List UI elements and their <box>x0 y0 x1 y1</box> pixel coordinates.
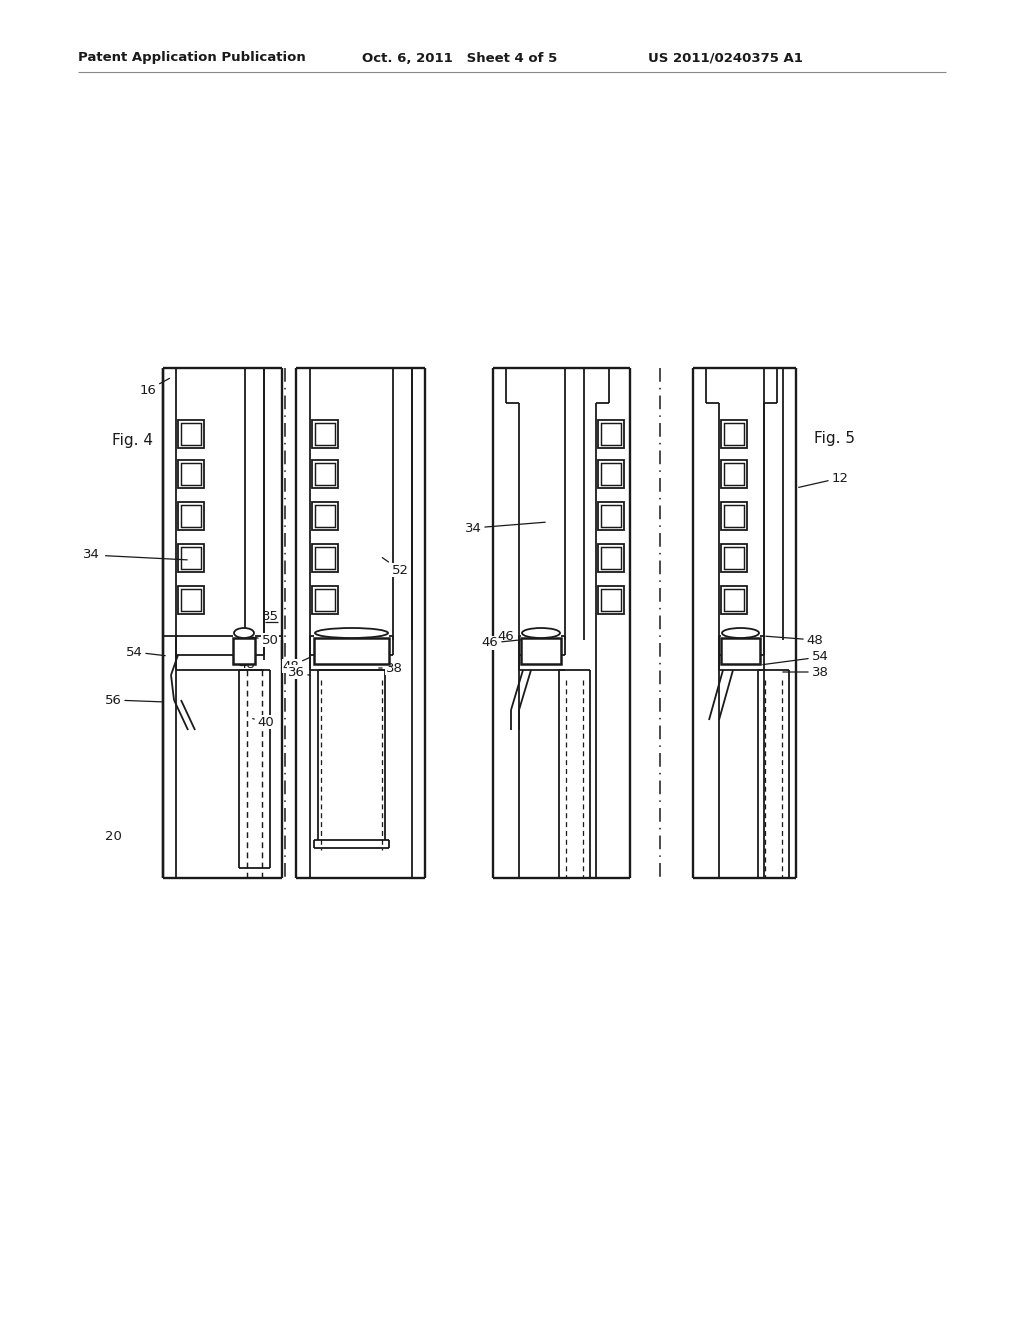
Polygon shape <box>181 463 201 484</box>
Text: 35: 35 <box>261 610 279 623</box>
Text: 36: 36 <box>288 665 310 678</box>
Text: 46: 46 <box>481 636 537 649</box>
Polygon shape <box>724 463 744 484</box>
Polygon shape <box>601 463 621 484</box>
Polygon shape <box>721 420 746 447</box>
Text: 48: 48 <box>239 655 255 672</box>
Text: US 2011/0240375 A1: US 2011/0240375 A1 <box>648 51 803 65</box>
Polygon shape <box>233 638 255 664</box>
Text: Oct. 6, 2011   Sheet 4 of 5: Oct. 6, 2011 Sheet 4 of 5 <box>362 51 557 65</box>
Text: 38: 38 <box>379 661 402 675</box>
Polygon shape <box>724 506 744 527</box>
Polygon shape <box>312 544 338 572</box>
Ellipse shape <box>722 628 759 638</box>
Polygon shape <box>178 502 204 531</box>
Polygon shape <box>181 422 201 445</box>
Polygon shape <box>721 459 746 488</box>
Text: 20: 20 <box>105 829 122 842</box>
Polygon shape <box>178 420 204 447</box>
Text: 16: 16 <box>139 379 170 396</box>
Text: 54: 54 <box>126 645 165 659</box>
Text: 34: 34 <box>83 549 187 561</box>
Polygon shape <box>312 420 338 447</box>
Text: 50: 50 <box>248 634 279 647</box>
Polygon shape <box>598 420 624 447</box>
Polygon shape <box>598 544 624 572</box>
Ellipse shape <box>315 628 388 638</box>
Text: 46: 46 <box>497 631 514 644</box>
Text: Patent Application Publication: Patent Application Publication <box>78 51 306 65</box>
Polygon shape <box>312 502 338 531</box>
Polygon shape <box>181 506 201 527</box>
Text: 54: 54 <box>763 651 828 665</box>
Polygon shape <box>721 638 760 664</box>
Polygon shape <box>724 546 744 569</box>
Polygon shape <box>315 506 335 527</box>
Polygon shape <box>598 586 624 614</box>
Text: 40: 40 <box>253 715 274 729</box>
Polygon shape <box>178 544 204 572</box>
Polygon shape <box>178 586 204 614</box>
Text: 38: 38 <box>782 665 828 678</box>
Polygon shape <box>598 502 624 531</box>
Polygon shape <box>315 546 335 569</box>
Polygon shape <box>312 459 338 488</box>
Ellipse shape <box>522 628 560 638</box>
Polygon shape <box>721 586 746 614</box>
Polygon shape <box>724 589 744 611</box>
Text: Fig. 5: Fig. 5 <box>814 430 855 446</box>
Polygon shape <box>598 459 624 488</box>
Text: 56: 56 <box>104 693 163 706</box>
Polygon shape <box>315 589 335 611</box>
Polygon shape <box>315 422 335 445</box>
Polygon shape <box>601 546 621 569</box>
Text: 12: 12 <box>799 471 849 487</box>
Text: 48: 48 <box>766 634 823 647</box>
Text: 52: 52 <box>382 557 409 577</box>
Polygon shape <box>601 422 621 445</box>
Polygon shape <box>315 463 335 484</box>
Polygon shape <box>601 506 621 527</box>
Polygon shape <box>521 638 561 664</box>
Polygon shape <box>312 586 338 614</box>
Ellipse shape <box>234 628 254 638</box>
Text: 48: 48 <box>283 657 310 672</box>
Polygon shape <box>314 638 389 664</box>
Polygon shape <box>181 589 201 611</box>
Polygon shape <box>724 422 744 445</box>
Polygon shape <box>721 502 746 531</box>
Text: Fig. 4: Fig. 4 <box>112 433 153 447</box>
Polygon shape <box>721 544 746 572</box>
Polygon shape <box>181 546 201 569</box>
Text: 34: 34 <box>465 521 545 535</box>
Polygon shape <box>601 589 621 611</box>
Polygon shape <box>178 459 204 488</box>
